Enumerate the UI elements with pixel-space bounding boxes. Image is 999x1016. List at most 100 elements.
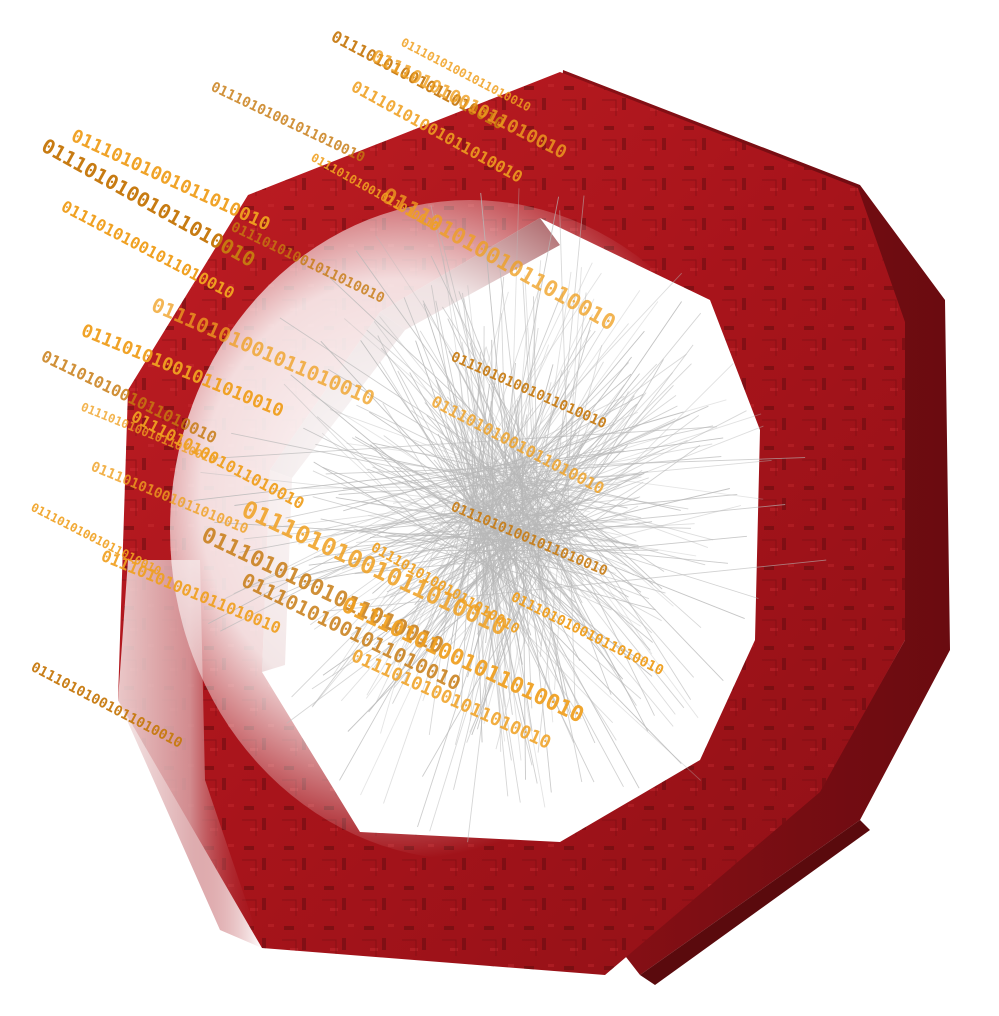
wire	[424, 463, 577, 582]
wire	[467, 285, 522, 761]
wire	[371, 442, 681, 511]
wire	[476, 363, 658, 551]
wire	[303, 427, 593, 574]
wire	[243, 497, 639, 540]
wire	[411, 410, 578, 538]
wire	[485, 362, 516, 644]
wire	[559, 210, 576, 720]
wire	[320, 340, 605, 650]
wire	[356, 523, 695, 543]
wire	[495, 344, 603, 750]
wire	[339, 471, 514, 781]
wire	[502, 188, 520, 727]
wire	[411, 471, 590, 513]
wire	[386, 472, 645, 593]
wire	[461, 341, 511, 627]
wire	[397, 262, 593, 666]
wire	[381, 434, 668, 526]
wire	[485, 346, 559, 620]
wire	[315, 443, 628, 509]
wire	[308, 521, 653, 566]
wire	[466, 408, 595, 743]
wire	[353, 528, 656, 611]
wire	[467, 364, 554, 678]
wire	[466, 463, 582, 616]
wire	[312, 496, 666, 594]
wire	[382, 410, 747, 599]
wire	[466, 449, 654, 585]
wire	[491, 339, 494, 595]
frame-depth	[560, 70, 950, 985]
wire	[386, 363, 692, 670]
wire	[469, 428, 500, 721]
wire	[231, 432, 642, 519]
wire	[483, 422, 565, 725]
wire	[453, 459, 547, 661]
wire	[442, 306, 692, 700]
wire	[423, 303, 532, 636]
wire	[360, 298, 595, 796]
wire	[335, 497, 639, 546]
wire	[377, 335, 595, 783]
wire	[361, 501, 697, 557]
wire	[420, 444, 701, 647]
wire	[454, 303, 578, 591]
wire	[515, 260, 542, 562]
wire	[350, 505, 639, 643]
wire	[424, 402, 651, 651]
wire	[344, 318, 674, 607]
wire	[342, 504, 786, 549]
wire	[458, 404, 724, 682]
wire	[397, 370, 624, 788]
wire	[302, 536, 573, 583]
wire	[380, 347, 584, 582]
wire	[497, 373, 583, 783]
wire	[290, 374, 653, 677]
wire	[301, 483, 621, 489]
wire	[496, 327, 539, 582]
wire	[422, 359, 664, 777]
wire	[382, 403, 582, 720]
wire	[346, 442, 764, 500]
wire	[372, 392, 575, 670]
wire	[200, 471, 572, 514]
wire	[392, 443, 713, 504]
wire	[347, 444, 628, 732]
wire	[525, 417, 554, 723]
wire	[370, 444, 682, 764]
wire	[360, 340, 559, 624]
wire	[208, 393, 644, 624]
wire	[444, 383, 570, 615]
wire	[313, 424, 602, 630]
wire	[212, 426, 717, 459]
wire	[471, 313, 613, 548]
wire-bundle	[193, 188, 827, 843]
wire	[193, 450, 625, 501]
wire	[428, 347, 486, 735]
wire	[450, 413, 587, 545]
wire	[243, 524, 559, 589]
wire	[479, 452, 558, 593]
wire	[469, 342, 533, 561]
wire	[419, 499, 581, 616]
wire	[413, 418, 676, 543]
wire	[418, 467, 602, 635]
wire	[375, 293, 570, 704]
wire	[459, 356, 632, 586]
wire	[298, 485, 559, 545]
wire	[497, 254, 537, 588]
wire	[279, 317, 665, 572]
wire	[512, 271, 572, 685]
wire	[454, 508, 662, 622]
wire	[327, 559, 827, 612]
wire	[442, 255, 507, 708]
wire	[417, 413, 762, 526]
wire	[332, 272, 602, 677]
wire	[462, 292, 501, 657]
wire	[475, 276, 505, 587]
wire	[469, 391, 629, 733]
wire	[324, 439, 688, 581]
wire	[514, 447, 553, 629]
wire	[429, 467, 543, 832]
